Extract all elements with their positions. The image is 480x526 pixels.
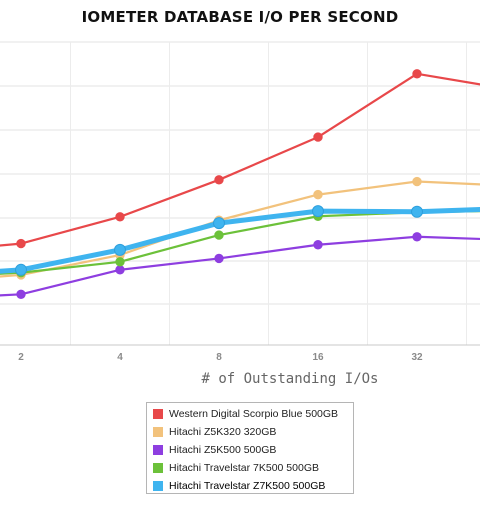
data-point <box>313 189 323 200</box>
data-point <box>412 232 422 242</box>
legend-label: Hitachi Travelstar Z7K500 500GB <box>169 480 326 492</box>
legend-item[interactable]: Hitachi Travelstar 7K500 500GB <box>147 459 353 477</box>
legend-label: Hitachi Travelstar 7K500 500GB <box>169 462 319 474</box>
legend-label: Western Digital Scorpio Blue 500GB <box>169 408 339 420</box>
legend-swatch <box>153 481 163 491</box>
data-point <box>411 205 423 218</box>
chart-legend: Western Digital Scorpio Blue 500GB Hitach… <box>146 402 354 494</box>
data-point <box>214 175 224 185</box>
data-point <box>313 132 323 142</box>
x-tick-label: 2 <box>18 352 24 363</box>
data-point <box>214 230 224 240</box>
x-axis-title: # of Outstanding I/Os <box>201 371 379 387</box>
legend-swatch <box>153 427 163 437</box>
data-point <box>15 263 27 276</box>
legend-label: Hitachi Z5K500 500GB <box>169 444 277 456</box>
line-chart: 2 4 8 16 32 <box>0 41 480 363</box>
legend-swatch <box>153 463 163 473</box>
x-tick-label: 8 <box>216 352 222 363</box>
legend-item[interactable]: Hitachi Z5K500 500GB <box>147 441 353 459</box>
data-point <box>115 265 125 275</box>
x-tick-label: 32 <box>411 352 423 363</box>
data-point <box>313 240 323 250</box>
data-point <box>412 69 422 79</box>
legend-swatch <box>153 409 163 419</box>
legend-item[interactable]: Hitachi Travelstar Z7K500 500GB <box>147 477 353 495</box>
x-tick-label: 16 <box>312 352 324 363</box>
series-line <box>0 72 480 247</box>
data-point <box>115 257 125 267</box>
data-point <box>213 217 225 230</box>
legend-item[interactable]: Hitachi Z5K320 320GB <box>147 423 353 441</box>
data-point <box>114 243 126 256</box>
data-point <box>214 253 224 264</box>
data-point <box>16 238 26 249</box>
data-point <box>412 176 422 187</box>
x-tick-label: 4 <box>117 352 123 363</box>
chart-title: IOMETER DATABASE I/O PER SECOND <box>81 8 399 26</box>
data-point <box>115 212 125 222</box>
legend-swatch <box>153 445 163 455</box>
legend-item[interactable]: Western Digital Scorpio Blue 500GB <box>147 405 353 423</box>
data-point <box>312 205 324 218</box>
legend-label: Hitachi Z5K320 320GB <box>169 426 277 438</box>
data-point <box>16 289 26 300</box>
